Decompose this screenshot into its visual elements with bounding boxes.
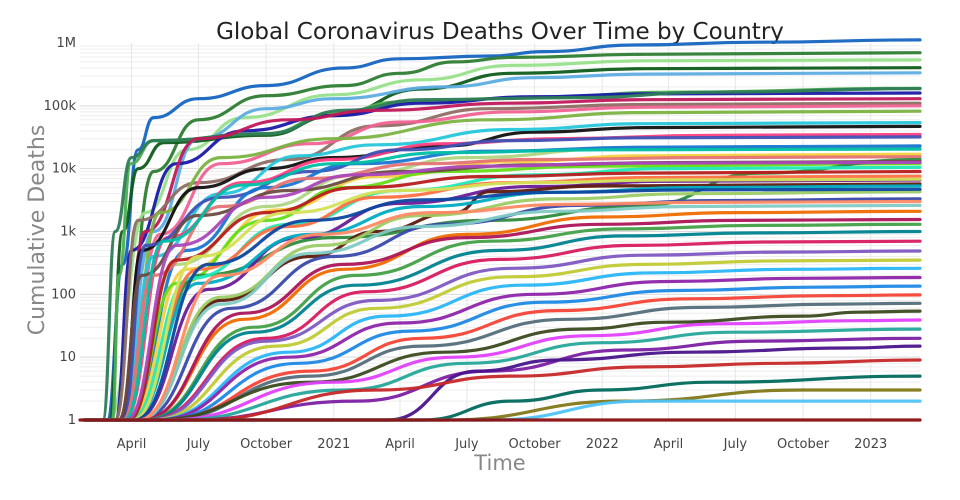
y-tick-label: 1M xyxy=(57,36,77,51)
y-tick-label: 10 xyxy=(59,350,76,365)
y-tick-label: 10k xyxy=(52,162,77,177)
series-line xyxy=(82,177,922,422)
x-tick-label: July xyxy=(186,437,211,452)
series-line xyxy=(82,266,922,422)
x-tick-label: April xyxy=(385,437,415,452)
y-tick-label: 1k xyxy=(60,225,76,240)
x-tick-label: July xyxy=(454,437,479,452)
series-line xyxy=(82,199,922,422)
series-line xyxy=(82,169,922,422)
series-line xyxy=(82,187,922,422)
series-line xyxy=(82,203,922,422)
series-line xyxy=(82,258,922,422)
series-line xyxy=(82,190,922,422)
series-line xyxy=(82,160,922,422)
y-tick-label: 100k xyxy=(44,99,77,114)
series-line xyxy=(82,87,922,422)
series-line xyxy=(82,144,922,422)
x-axis-title: Time xyxy=(473,451,525,475)
x-tick-label: October xyxy=(509,437,562,452)
series-line xyxy=(82,147,922,422)
series-line xyxy=(82,101,922,422)
y-axis-title: Cumulative Deaths xyxy=(25,125,50,336)
x-tick-label: October xyxy=(777,437,830,452)
x-tick-label: October xyxy=(240,437,293,452)
series-line xyxy=(82,71,922,422)
series-line xyxy=(82,152,922,422)
series-layer xyxy=(78,38,922,422)
y-axis-ticks: 1 10 100 1k 10k 100k 1M xyxy=(44,36,77,428)
x-tick-label: April xyxy=(654,437,684,452)
x-tick-label: 2023 xyxy=(854,437,887,452)
series-line xyxy=(82,229,922,422)
series-line xyxy=(82,135,922,422)
series-line xyxy=(82,184,922,422)
x-axis-ticks: April July October 2021 April July October 2022… xyxy=(117,437,888,452)
y-tick-label: 100 xyxy=(51,287,76,302)
series-line xyxy=(82,217,922,422)
x-tick-label: July xyxy=(723,437,748,452)
y-tick-label: 1 xyxy=(68,413,76,428)
series-line xyxy=(82,249,922,422)
series-line xyxy=(82,309,922,422)
series-line xyxy=(82,197,922,422)
chart-title: Global Coronavirus Deaths Over Time by C… xyxy=(216,19,784,45)
series-line xyxy=(82,318,922,422)
series-line xyxy=(82,284,922,422)
series-line xyxy=(82,275,922,422)
x-tick-label: 2021 xyxy=(317,437,350,452)
x-tick-label: 2022 xyxy=(586,437,619,452)
x-tick-label: April xyxy=(117,437,147,452)
